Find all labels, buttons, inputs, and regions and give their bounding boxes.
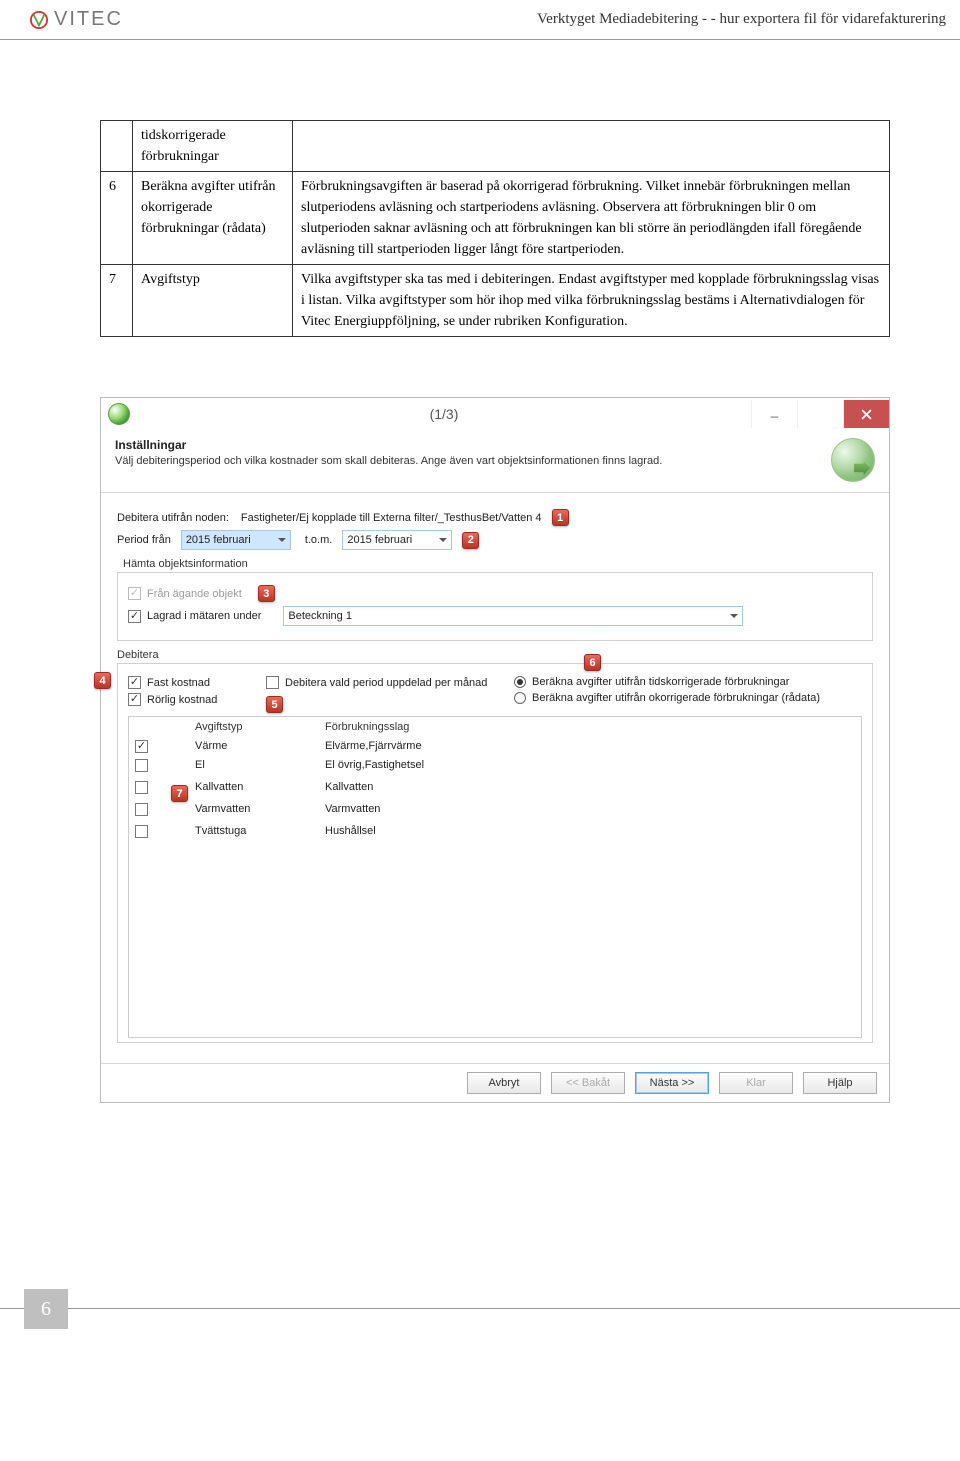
logo-icon — [30, 11, 48, 29]
row-checkbox[interactable] — [135, 740, 148, 753]
callout-2: 2 — [462, 532, 479, 549]
stored-value: Beteckning 1 — [288, 610, 352, 622]
row-forbrukningsslag: Elvärme,Fjärrvärme — [319, 737, 861, 756]
row-forbrukningsslag: Hushållsel — [319, 822, 861, 844]
node-value: Fastigheter/Ej kopplade till Externa fil… — [241, 512, 542, 524]
table-row: KallvattenKallvatten — [129, 778, 861, 800]
next-button[interactable]: Nästa >> — [635, 1072, 709, 1094]
stored-dropdown[interactable]: Beteckning 1 — [283, 606, 743, 626]
description-table: tidskorrigerade förbrukningar6Beräkna av… — [100, 120, 890, 337]
table-label: tidskorrigerade förbrukningar — [133, 121, 293, 172]
done-button: Klar — [719, 1072, 793, 1094]
table-row: VärmeElvärme,Fjärrvärme — [129, 737, 861, 756]
chk-from-owner-label: Från ägande objekt — [147, 588, 242, 600]
callout-5: 5 — [266, 696, 283, 713]
radio-tids[interactable] — [514, 676, 526, 688]
period-to-label: t.o.m. — [305, 534, 333, 546]
minimize-button[interactable] — [751, 400, 797, 428]
wizard-buttonbar: Avbryt << Bakåt Nästa >> Klar Hjälp — [101, 1063, 889, 1102]
maximize-button[interactable] — [797, 400, 843, 428]
node-label: Debitera utifrån noden: — [117, 512, 229, 524]
period-to-value: 2015 februari — [347, 534, 412, 546]
footer-rule — [0, 1308, 960, 1309]
chk-stored-label: Lagrad i mätaren under — [147, 610, 261, 622]
period-from-dropdown[interactable]: 2015 februari — [181, 530, 291, 550]
row-avgiftstyp: Varmvatten — [189, 800, 319, 822]
table-num — [101, 121, 133, 172]
row-forbrukningsslag: El övrig,Fastighetsel — [319, 756, 861, 778]
debitera-fieldset: 4 Fast kostnad Rörlig kostnad — [117, 663, 873, 1043]
row-avgiftstyp: Kallvatten — [189, 778, 319, 800]
table-desc — [293, 121, 890, 172]
row-avgiftstyp: Värme — [189, 737, 319, 756]
logo-block: VITEC — [30, 8, 123, 31]
row-avgiftstyp: Tvättstuga — [189, 822, 319, 844]
table-num: 7 — [101, 265, 133, 337]
period-from-label: Period från — [117, 534, 171, 546]
page-number: 6 — [24, 1289, 68, 1329]
table-row: TvättstugaHushållsel — [129, 822, 861, 844]
chk-from-owner — [128, 587, 141, 600]
window-titlebar: (1/3) — [101, 398, 889, 430]
fee-type-grid: Avgiftstyp Förbrukningsslag VärmeElvärme… — [128, 716, 862, 1038]
grid-col-1: Avgiftstyp — [189, 717, 319, 737]
table-row: ElEl övrig,Fastighetsel — [129, 756, 861, 778]
objinfo-legend: Hämta objektsinformation — [123, 558, 873, 570]
chk-rorlig[interactable] — [128, 693, 141, 706]
row-checkbox[interactable] — [135, 803, 148, 816]
table-label: Avgiftstyp — [133, 265, 293, 337]
wizard-window: (1/3) Inställningar Välj debiteringsperi… — [100, 397, 890, 1103]
period-to-dropdown[interactable]: 2015 februari — [342, 530, 452, 550]
row-checkbox[interactable] — [135, 759, 148, 772]
close-button[interactable] — [843, 400, 889, 428]
chk-rorlig-label: Rörlig kostnad — [147, 694, 217, 706]
radio-okorr-label: Beräkna avgifter utifrån okorrigerade fö… — [532, 692, 820, 704]
table-desc: Vilka avgiftstyper ska tas med i debiter… — [293, 265, 890, 337]
doc-header-title: Verktyget Mediadebitering - - hur export… — [537, 11, 946, 28]
period-from-value: 2015 februari — [186, 534, 251, 546]
row-avgiftstyp: El — [189, 756, 319, 778]
row-forbrukningsslag: Kallvatten — [319, 778, 861, 800]
wizard-subtitle: Välj debiteringsperiod och vilka kostnad… — [115, 455, 821, 467]
table-num: 6 — [101, 172, 133, 265]
cancel-button[interactable]: Avbryt — [467, 1072, 541, 1094]
callout-7: 7 — [171, 785, 188, 802]
table-label: Beräkna avgifter utifrån okorrigerade fö… — [133, 172, 293, 265]
wizard-orb-icon — [831, 438, 875, 482]
row-checkbox[interactable] — [135, 781, 148, 794]
chk-split-label: Debitera vald period uppdelad per månad — [285, 677, 487, 689]
grid-col-2: Förbrukningsslag — [319, 717, 861, 737]
radio-tids-label: Beräkna avgifter utifrån tidskorrigerade… — [532, 676, 789, 688]
chk-fast[interactable] — [128, 676, 141, 689]
help-button[interactable]: Hjälp — [803, 1072, 877, 1094]
table-desc: Förbrukningsavgiften är baserad på okorr… — [293, 172, 890, 265]
objinfo-fieldset: Från ägande objekt 3 Lagrad i mätaren un… — [117, 572, 873, 641]
row-checkbox[interactable] — [135, 825, 148, 838]
logo-text: VITEC — [54, 8, 123, 31]
titlebar-step: (1/3) — [137, 406, 751, 422]
back-button: << Bakåt — [551, 1072, 625, 1094]
callout-1: 1 — [552, 509, 569, 526]
wizard-title: Inställningar — [115, 438, 821, 452]
wizard-header: Inställningar Välj debiteringsperiod och… — [101, 430, 889, 493]
row-forbrukningsslag: Varmvatten — [319, 800, 861, 822]
page-header: VITEC Verktyget Mediadebitering - - hur … — [0, 0, 960, 40]
radio-okorr[interactable] — [514, 692, 526, 704]
table-row: VarmvattenVarmvatten — [129, 800, 861, 822]
back-orb-icon[interactable] — [108, 403, 130, 425]
callout-4: 4 — [94, 672, 111, 689]
chk-fast-label: Fast kostnad — [147, 677, 210, 689]
debitera-legend: Debitera — [117, 649, 873, 661]
callout-6: 6 — [584, 654, 601, 671]
chk-stored[interactable] — [128, 610, 141, 623]
chk-split[interactable] — [266, 676, 279, 689]
callout-3: 3 — [258, 585, 275, 602]
